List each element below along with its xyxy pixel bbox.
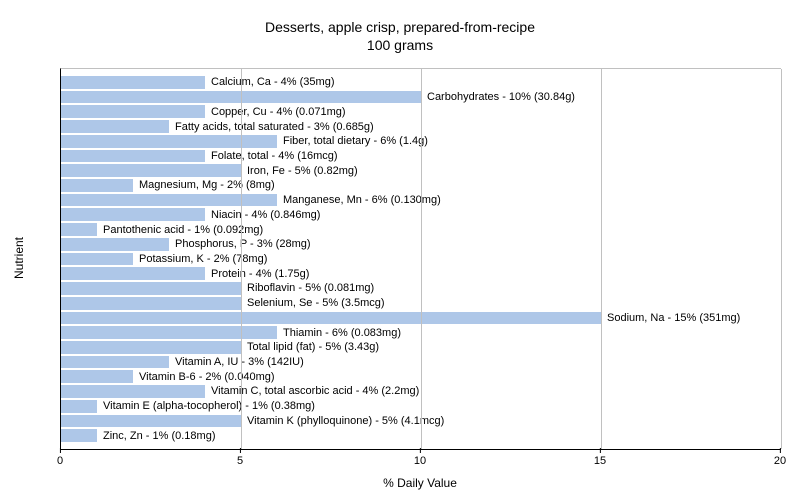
- bar-label: Vitamin B-6 - 2% (0.040mg): [139, 371, 275, 383]
- grid-line: [421, 69, 422, 449]
- bar-label: Vitamin C, total ascorbic acid - 4% (2.2…: [211, 385, 419, 397]
- bar: [61, 120, 169, 133]
- bar-label: Calcium, Ca - 4% (35mg): [211, 76, 334, 88]
- bar: [61, 415, 241, 428]
- bar-label: Thiamin - 6% (0.083mg): [283, 327, 401, 339]
- bar-label: Selenium, Se - 5% (3.5mcg): [247, 297, 385, 309]
- bar: [61, 194, 277, 207]
- grid-line: [781, 69, 782, 449]
- x-tick: 15: [594, 448, 606, 467]
- bar-label: Zinc, Zn - 1% (0.18mg): [103, 430, 215, 442]
- bar: [61, 370, 133, 383]
- x-tick: 5: [237, 448, 243, 467]
- bar: [61, 253, 133, 266]
- x-tick-label: 15: [594, 455, 606, 467]
- tick-mark: [780, 448, 781, 453]
- tick-mark: [420, 448, 421, 453]
- x-tick: 20: [774, 448, 786, 467]
- bar-label: Iron, Fe - 5% (0.82mg): [247, 165, 358, 177]
- x-axis-label: % Daily Value: [60, 476, 780, 490]
- tick-mark: [600, 448, 601, 453]
- y-axis-label: Nutrient: [12, 68, 26, 448]
- bar-label: Protein - 4% (1.75g): [211, 268, 309, 280]
- bar: [61, 429, 97, 442]
- bar: [61, 326, 277, 339]
- bar: [61, 238, 169, 251]
- grid-line: [241, 69, 242, 449]
- bar-label: Vitamin A, IU - 3% (142IU): [175, 356, 304, 368]
- bar-label: Pantothenic acid - 1% (0.092mg): [103, 224, 263, 236]
- bar-label: Vitamin K (phylloquinone) - 5% (4.1mcg): [247, 415, 444, 427]
- bar: [61, 208, 205, 221]
- bar: [61, 179, 133, 192]
- bar: [61, 356, 169, 369]
- nutrient-chart: Desserts, apple crisp, prepared-from-rec…: [0, 0, 800, 500]
- chart-title-line2: 100 grams: [0, 36, 800, 54]
- bar: [61, 312, 601, 325]
- x-axis: 05101520: [60, 448, 780, 478]
- bar: [61, 150, 205, 163]
- chart-title: Desserts, apple crisp, prepared-from-rec…: [0, 0, 800, 54]
- bar: [61, 164, 241, 177]
- bar-label: Manganese, Mn - 6% (0.130mg): [283, 194, 441, 206]
- bar-label: Fatty acids, total saturated - 3% (0.685…: [175, 121, 374, 133]
- bar-label: Copper, Cu - 4% (0.071mg): [211, 106, 346, 118]
- chart-title-line1: Desserts, apple crisp, prepared-from-rec…: [0, 18, 800, 36]
- bar-label: Fiber, total dietary - 6% (1.4g): [283, 135, 428, 147]
- x-tick-label: 20: [774, 455, 786, 467]
- bar-label: Sodium, Na - 15% (351mg): [607, 312, 740, 324]
- bar-label: Magnesium, Mg - 2% (8mg): [139, 179, 275, 191]
- x-tick-label: 0: [57, 455, 63, 467]
- bar: [61, 105, 205, 118]
- bar-label: Riboflavin - 5% (0.081mg): [247, 282, 374, 294]
- bar: [61, 135, 277, 148]
- bar: [61, 385, 205, 398]
- tick-mark: [240, 448, 241, 453]
- bar: [61, 267, 205, 280]
- x-tick: 0: [57, 448, 63, 467]
- bar: [61, 297, 241, 310]
- bar: [61, 282, 241, 295]
- bar-label: Vitamin E (alpha-tocopherol) - 1% (0.38m…: [103, 400, 315, 412]
- grid-line: [601, 69, 602, 449]
- bar: [61, 76, 205, 89]
- bar: [61, 223, 97, 236]
- bar-label: Total lipid (fat) - 5% (3.43g): [247, 341, 379, 353]
- bar: [61, 400, 97, 413]
- bar-label: Carbohydrates - 10% (30.84g): [427, 91, 575, 103]
- x-tick-label: 5: [237, 455, 243, 467]
- plot-area: Calcium, Ca - 4% (35mg) Carbohydrates - 1…: [60, 68, 781, 450]
- bar: [61, 341, 241, 354]
- bar-label: Niacin - 4% (0.846mg): [211, 209, 320, 221]
- bar-label: Potassium, K - 2% (78mg): [139, 253, 267, 265]
- x-tick-label: 10: [414, 455, 426, 467]
- x-tick: 10: [414, 448, 426, 467]
- bar-label: Folate, total - 4% (16mcg): [211, 150, 338, 162]
- tick-mark: [60, 448, 61, 453]
- bar-label: Phosphorus, P - 3% (28mg): [175, 238, 311, 250]
